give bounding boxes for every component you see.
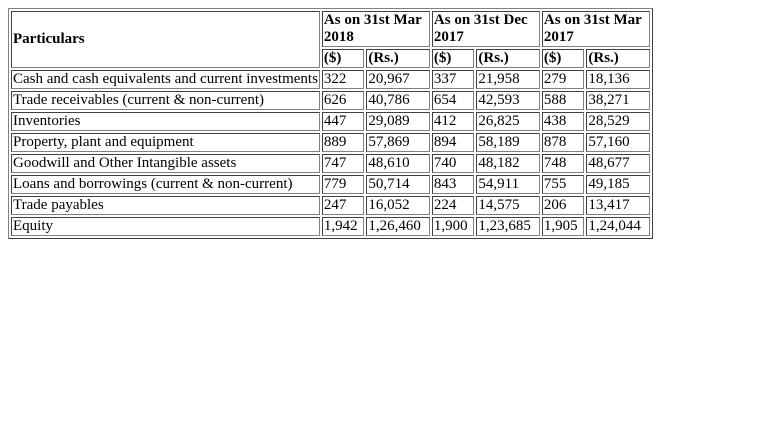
table-cell: 1,905 [541, 217, 585, 236]
table-cell: 337 [431, 70, 475, 89]
header-row-periods: Particulars As on 31st Mar 2018 As on 31… [11, 11, 650, 68]
table-cell: 1,26,460 [366, 217, 430, 236]
table-cell: 49,185 [586, 175, 650, 194]
table-cell: 748 [541, 154, 585, 173]
table-cell: 42,593 [476, 91, 540, 110]
table-cell: 58,189 [476, 133, 540, 152]
unit-header-inr: (Rs.) [366, 49, 430, 68]
row-label: Trade receivables (current & non-current… [11, 91, 320, 110]
row-label: Goodwill and Other Intangible assets [11, 154, 320, 173]
table-cell: 588 [541, 91, 585, 110]
period-header-mar-2018: As on 31st Mar 2018 [321, 11, 430, 47]
table-cell: 1,942 [321, 217, 365, 236]
financial-summary-table: Particulars As on 31st Mar 2018 As on 31… [8, 8, 653, 239]
table-cell: 26,825 [476, 112, 540, 131]
table-cell: 29,089 [366, 112, 430, 131]
table-cell: 894 [431, 133, 475, 152]
unit-header-usd: ($) [321, 49, 365, 68]
table-cell: 412 [431, 112, 475, 131]
table-cell: 247 [321, 196, 365, 215]
table-cell: 54,911 [476, 175, 540, 194]
table-cell: 20,967 [366, 70, 430, 89]
row-label: Loans and borrowings (current & non-curr… [11, 175, 320, 194]
table-cell: 279 [541, 70, 585, 89]
row-label: Inventories [11, 112, 320, 131]
table-cell: 1,900 [431, 217, 475, 236]
table-cell: 16,052 [366, 196, 430, 215]
table-cell: 654 [431, 91, 475, 110]
table-cell: 13,417 [586, 196, 650, 215]
table-cell: 878 [541, 133, 585, 152]
unit-header-usd: ($) [541, 49, 585, 68]
table-cell: 626 [321, 91, 365, 110]
table-cell: 1,24,044 [586, 217, 650, 236]
table-cell: 57,869 [366, 133, 430, 152]
table-cell: 21,958 [476, 70, 540, 89]
table-cell: 206 [541, 196, 585, 215]
table-row: Loans and borrowings (current & non-curr… [11, 175, 650, 194]
table-cell: 447 [321, 112, 365, 131]
unit-header-inr: (Rs.) [586, 49, 650, 68]
table-cell: 50,714 [366, 175, 430, 194]
table-cell: 889 [321, 133, 365, 152]
table-cell: 747 [321, 154, 365, 173]
unit-header-inr: (Rs.) [476, 49, 540, 68]
table-cell: 779 [321, 175, 365, 194]
table-cell: 224 [431, 196, 475, 215]
table-row: Inventories 447 29,089 412 26,825 438 28… [11, 112, 650, 131]
table-row: Cash and cash equivalents and current in… [11, 70, 650, 89]
row-label: Property, plant and equipment [11, 133, 320, 152]
table-cell: 14,575 [476, 196, 540, 215]
table-cell: 57,160 [586, 133, 650, 152]
period-header-mar-2017: As on 31st Mar 2017 [541, 11, 650, 47]
table-cell: 18,136 [586, 70, 650, 89]
period-header-dec-2017: As on 31st Dec 2017 [431, 11, 540, 47]
table-row: Trade payables 247 16,052 224 14,575 206… [11, 196, 650, 215]
table-cell: 40,786 [366, 91, 430, 110]
table-cell: 740 [431, 154, 475, 173]
table-cell: 38,271 [586, 91, 650, 110]
header-row-units: ($) (Rs.) ($) (Rs.) ($) (Rs.) [11, 49, 650, 68]
table-cell: 1,23,685 [476, 217, 540, 236]
table-cell: 48,610 [366, 154, 430, 173]
table-row: Property, plant and equipment 889 57,869… [11, 133, 650, 152]
table-cell: 28,529 [586, 112, 650, 131]
table-row: Trade receivables (current & non-current… [11, 91, 650, 110]
unit-header-usd: ($) [431, 49, 475, 68]
particulars-header: Particulars [11, 11, 320, 68]
table-cell: 48,677 [586, 154, 650, 173]
table-row: Equity 1,942 1,26,460 1,900 1,23,685 1,9… [11, 217, 650, 236]
table-cell: 48,182 [476, 154, 540, 173]
row-label: Cash and cash equivalents and current in… [11, 70, 320, 89]
table-cell: 755 [541, 175, 585, 194]
table-cell: 438 [541, 112, 585, 131]
table-cell: 322 [321, 70, 365, 89]
row-label: Trade payables [11, 196, 320, 215]
table-cell: 843 [431, 175, 475, 194]
table-row: Goodwill and Other Intangible assets 747… [11, 154, 650, 173]
row-label: Equity [11, 217, 320, 236]
